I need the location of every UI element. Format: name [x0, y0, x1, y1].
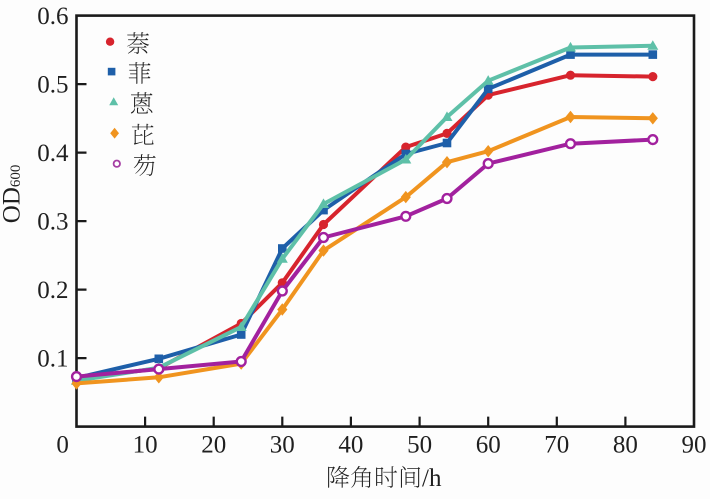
svg-text:0.5: 0.5 — [37, 71, 68, 98]
svg-text:0.2: 0.2 — [37, 277, 68, 304]
svg-text:90: 90 — [682, 432, 707, 459]
svg-text:0.4: 0.4 — [37, 140, 69, 167]
svg-text:80: 80 — [613, 432, 638, 459]
svg-text:0.1: 0.1 — [37, 345, 68, 372]
svg-text:50: 50 — [407, 432, 432, 459]
svg-text:40: 40 — [338, 432, 363, 459]
svg-text:0.6: 0.6 — [37, 3, 68, 30]
svg-text:30: 30 — [270, 432, 295, 459]
svg-text:10: 10 — [133, 432, 158, 459]
svg-text:70: 70 — [544, 432, 569, 459]
svg-text:0: 0 — [56, 432, 69, 459]
svg-text:/h: /h — [422, 465, 442, 492]
svg-text:0.3: 0.3 — [37, 208, 68, 235]
svg-text:60: 60 — [476, 432, 501, 459]
svg-text:20: 20 — [201, 432, 226, 459]
